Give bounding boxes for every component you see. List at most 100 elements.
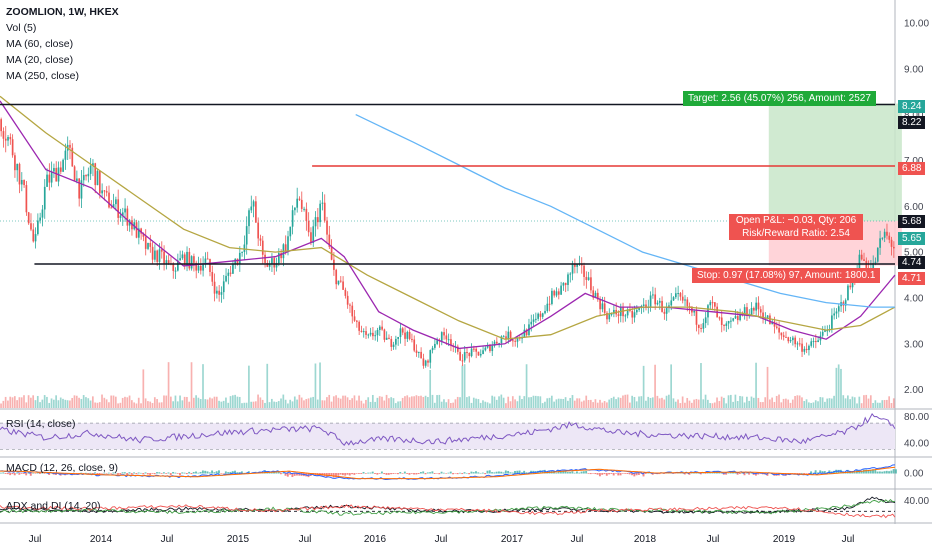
macd-bar — [821, 471, 824, 474]
adx-pane-label[interactable]: ADX and DI (14, 20) — [6, 500, 101, 512]
candle-body — [888, 235, 891, 240]
candle-body — [702, 323, 705, 329]
volume-bar — [296, 399, 298, 408]
rsi-pane-label[interactable]: RSI (14, close) — [6, 418, 76, 430]
legend-ma250[interactable]: MA (250, close) — [6, 70, 79, 82]
macd-bar — [603, 473, 606, 475]
volume-bar — [268, 402, 271, 408]
volume-bar — [231, 395, 234, 408]
candle-body — [172, 263, 175, 271]
candle-body — [121, 212, 124, 216]
volume-bar — [647, 396, 650, 408]
macd-bar — [486, 470, 489, 474]
macd-bar — [442, 472, 445, 474]
candle-body — [69, 144, 71, 148]
candle-body — [546, 303, 549, 311]
volume-bar — [801, 397, 803, 408]
macd-bar — [750, 472, 753, 474]
candle-body — [532, 319, 535, 322]
candle-body — [314, 217, 317, 227]
candle-body — [837, 306, 840, 312]
volume-bar — [243, 402, 246, 408]
volume-bar — [390, 397, 393, 408]
volume-bar — [202, 364, 204, 408]
macd-bar — [162, 472, 165, 474]
candle-body — [704, 317, 707, 324]
candle-body — [261, 240, 264, 255]
volume-bar — [796, 395, 799, 408]
volume-bar — [241, 403, 243, 408]
volume-bar — [355, 400, 358, 408]
volume-bar — [495, 399, 498, 408]
candle-body — [514, 340, 517, 342]
volume-bar — [383, 400, 386, 408]
volume-bar — [436, 395, 438, 408]
volume-bar — [486, 402, 489, 408]
macd-bar — [408, 473, 411, 475]
candle-body — [344, 289, 347, 296]
volume-bar — [544, 401, 546, 408]
volume-bar — [252, 401, 255, 408]
candle-body — [649, 295, 652, 307]
volume-bar — [367, 397, 370, 408]
volume-bar — [250, 401, 253, 408]
macd-bar — [828, 470, 831, 474]
macd-bar — [520, 472, 523, 474]
macd-bar — [351, 473, 354, 475]
volume-bar — [156, 399, 158, 408]
legend-vol[interactable]: Vol (5) — [6, 22, 37, 34]
macd-bar — [185, 473, 188, 475]
macd-bar — [156, 472, 158, 474]
candle-body — [18, 163, 21, 185]
volume-bar — [677, 399, 679, 408]
candle-body — [9, 137, 12, 140]
macd-bar — [199, 471, 202, 474]
legend-ma60[interactable]: MA (60, close) — [6, 38, 74, 50]
macd-bar — [406, 473, 409, 474]
macd-bar — [339, 473, 342, 475]
macd-bar — [844, 472, 847, 474]
macd-bar — [525, 472, 528, 474]
macd-bar — [188, 471, 191, 474]
macd-bar — [564, 471, 567, 474]
target-label[interactable]: Target: 2.56 (45.07%) 256, Amount: 2527 — [683, 91, 876, 106]
candle-body — [62, 159, 64, 172]
stop-label[interactable]: Stop: 0.97 (17.08%) 97, Amount: 1800.1 — [692, 268, 881, 283]
macd-bar — [495, 471, 498, 474]
macd-bar — [688, 473, 691, 475]
candle-body — [356, 320, 358, 322]
volume-bar — [716, 397, 718, 408]
volume-bar — [261, 399, 264, 408]
candle-body — [85, 175, 87, 177]
volume-bar — [227, 402, 230, 408]
candle-body — [810, 341, 813, 346]
symbol-title[interactable]: ZOOMLION, 1W, HKEX — [6, 6, 119, 18]
time-axis-label: 2014 — [90, 534, 113, 545]
volume-bar — [378, 396, 381, 408]
volume-bar — [339, 398, 342, 408]
macd-bar — [468, 473, 471, 475]
volume-bar — [617, 397, 620, 408]
macd-bar — [493, 472, 496, 474]
time-axis-label: Jul — [299, 534, 312, 545]
macd-bar — [98, 473, 101, 476]
time-axis-label: Jul — [435, 534, 448, 545]
macd-bar — [282, 472, 285, 474]
candle-body — [277, 253, 280, 264]
legend-ma20[interactable]: MA (20, close) — [6, 54, 74, 66]
volume-bar — [606, 402, 608, 408]
open-pl-label[interactable]: Open P&L: −0.03, Qty: 206 — [729, 214, 863, 227]
volume-bar — [289, 399, 292, 408]
candle-body — [420, 351, 422, 359]
macd-bar — [878, 471, 881, 474]
price-axis-label: 4.00 — [904, 293, 924, 304]
macd-pane-label[interactable]: MACD (12, 26, close, 9) — [6, 462, 119, 474]
risk-reward-label[interactable]: Risk/Reward Ratio: 2.54 — [729, 227, 863, 240]
candle-body — [96, 170, 99, 186]
macd-bar — [367, 472, 370, 474]
volume-bar — [105, 399, 108, 408]
macd-bar — [36, 472, 39, 474]
candle-body — [406, 331, 409, 339]
macd-bar — [587, 473, 590, 474]
macd-bar — [41, 472, 44, 474]
